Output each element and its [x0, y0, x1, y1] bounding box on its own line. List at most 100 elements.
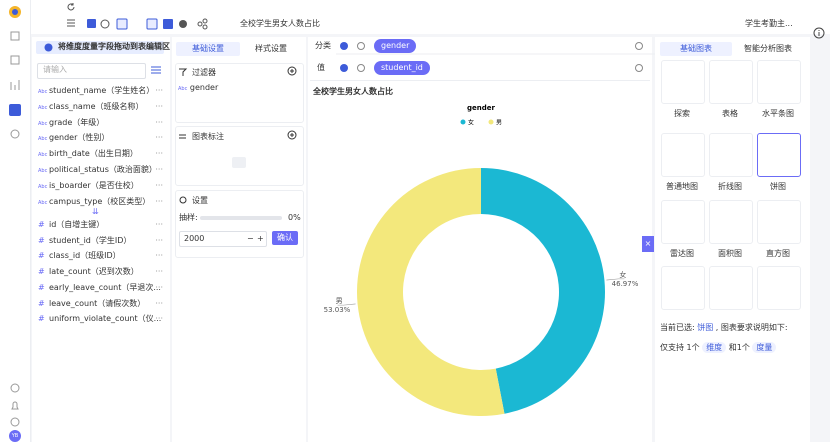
stepper-plus[interactable]: +: [257, 234, 264, 243]
avatar[interactable]: YB: [11, 433, 19, 439]
input-value: 2000: [184, 234, 205, 243]
more-icon[interactable]: ···: [155, 314, 163, 324]
chart-type-tile[interactable]: [661, 266, 705, 310]
filter-card: [175, 63, 304, 123]
pie-slice: [481, 168, 605, 414]
refresh-icon[interactable]: [66, 2, 76, 12]
field-item[interactable]: # class_id（班级ID） ···: [38, 249, 163, 263]
field-name: leave_count（请假次数）: [49, 298, 146, 308]
sort-icon[interactable]: [150, 65, 162, 75]
more-icon[interactable]: ···: [155, 196, 163, 206]
field-item[interactable]: Abc gender（性别） ···: [38, 131, 163, 145]
field-badge: #: [38, 282, 45, 292]
chart-type-tile[interactable]: [661, 60, 705, 104]
divider: [310, 80, 650, 81]
more-icon[interactable]: ···: [155, 149, 163, 159]
chart-type-tile[interactable]: [709, 60, 753, 104]
more-icon[interactable]: ···: [155, 235, 163, 245]
field-item[interactable]: # student_id（学生ID） ···: [38, 234, 163, 248]
field-name: birth_date（出生日期）: [49, 149, 138, 159]
collapse-button[interactable]: ×: [642, 236, 654, 252]
field-badge: #: [38, 298, 45, 308]
legend-title: gender: [467, 104, 496, 112]
field-name: campus_type（校区类型）: [49, 196, 151, 206]
more-icon[interactable]: ···: [155, 165, 163, 174]
field-item[interactable]: Abc grade（年级） ···: [38, 116, 163, 130]
field-item[interactable]: # uniform_violate_count（仪... ···: [38, 312, 163, 326]
category-chip[interactable]: gender: [374, 39, 417, 53]
more-icon[interactable]: ···: [155, 133, 163, 143]
settings-tab[interactable]: 基础设置: [176, 42, 240, 56]
more-icon[interactable]: ···: [155, 101, 163, 111]
field-badge: Abc: [38, 136, 48, 143]
settings-icons: [179, 66, 297, 204]
chart-type-tile[interactable]: [709, 200, 753, 244]
more-icon[interactable]: ···: [155, 180, 163, 190]
settings-tab[interactable]: 样式设置: [255, 44, 287, 53]
slice-label: 53.03%: [324, 306, 351, 314]
field-name: is_boarder（是否住校）: [49, 180, 139, 190]
chart-type-tab[interactable]: 智能分析图表: [744, 44, 792, 53]
stepper-minus[interactable]: −: [247, 234, 254, 243]
field-item[interactable]: Abc birth_date（出生日期） ···: [38, 147, 163, 161]
field-badge: Abc: [38, 152, 48, 159]
value-label: 值: [317, 63, 325, 72]
nav-icons: [9, 6, 21, 442]
search-box[interactable]: [37, 63, 146, 79]
chart-type-tile[interactable]: [709, 266, 753, 310]
more-icon[interactable]: ···: [155, 267, 163, 277]
chart-type-tile[interactable]: [661, 200, 705, 244]
field-item[interactable]: Abc class_name（班级名称） ···: [38, 100, 163, 114]
selected-prefix: 当前已选:: [660, 323, 695, 332]
more-icon[interactable]: ···: [155, 282, 163, 292]
field-item[interactable]: # id（自增主键） ···: [38, 218, 163, 232]
info-icon[interactable]: [813, 27, 825, 39]
value-chip[interactable]: student_id: [374, 61, 430, 75]
field-item[interactable]: Abc political_status（政治面貌） ···: [38, 163, 163, 177]
field-item[interactable]: Abc is_boarder（是否住校） ···: [38, 179, 163, 193]
sample-input[interactable]: [179, 231, 267, 247]
chart-title: 全校学生男女人数占比: [313, 87, 393, 96]
field-name: grade（年级）: [49, 117, 105, 127]
confirm-button[interactable]: 确认: [272, 231, 298, 245]
chart-type-tile[interactable]: [757, 133, 801, 177]
field-name: uniform_violate_count（仪...: [49, 314, 162, 324]
chart-type-name: 面积图: [718, 249, 742, 258]
more-icon[interactable]: ···: [155, 298, 163, 308]
more-icon[interactable]: ···: [155, 251, 163, 261]
chart-type-tile[interactable]: [661, 133, 705, 177]
dataset-select[interactable]: 学生考勤主...: [745, 19, 793, 28]
chart-type-name: 普通地图: [666, 182, 698, 191]
field-badge: #: [38, 267, 45, 277]
field-item[interactable]: Abc student_name（学生姓名） ···: [38, 84, 163, 98]
requirement: 仅支持 1个: [660, 343, 700, 352]
more-icon[interactable]: ···: [155, 117, 163, 127]
splitter[interactable]: ⇊: [92, 207, 99, 216]
more-icon[interactable]: ···: [155, 220, 163, 229]
field-item[interactable]: # early_leave_count（早退次... ···: [38, 281, 163, 295]
chart-type-tile[interactable]: [757, 200, 801, 244]
annotation-card: [175, 126, 304, 186]
sample-slider[interactable]: [200, 216, 282, 220]
chart-type-tab[interactable]: 基础图表: [660, 42, 732, 56]
field-name: id（自增主键）: [49, 220, 105, 229]
slice-category: 女: [619, 270, 626, 279]
chart-type-tile[interactable]: [757, 266, 801, 310]
field-item[interactable]: # late_count（迟到次数） ···: [38, 265, 163, 279]
field-item[interactable]: # leave_count（请假次数） ···: [38, 297, 163, 311]
chart-type-tile[interactable]: [757, 60, 801, 104]
field-badge: Abc: [38, 120, 48, 127]
field-name: gender（性别）: [49, 133, 110, 143]
field-badge: Abc: [38, 89, 48, 95]
filter-item[interactable]: gender: [189, 83, 219, 92]
slice-label: 46.97%: [612, 280, 639, 288]
field-name: class_name（班级名称）: [49, 101, 144, 111]
chart-type-name: 直方图: [766, 249, 790, 258]
field-item[interactable]: Abc campus_type（校区类型） ···: [38, 195, 163, 209]
more-icon[interactable]: ···: [155, 86, 163, 95]
field-name: class_id（班级ID）: [49, 251, 121, 261]
chart-type-name: 水平条图: [762, 109, 794, 118]
chart-type-tile[interactable]: [709, 133, 753, 177]
field-badge: #: [38, 235, 45, 245]
